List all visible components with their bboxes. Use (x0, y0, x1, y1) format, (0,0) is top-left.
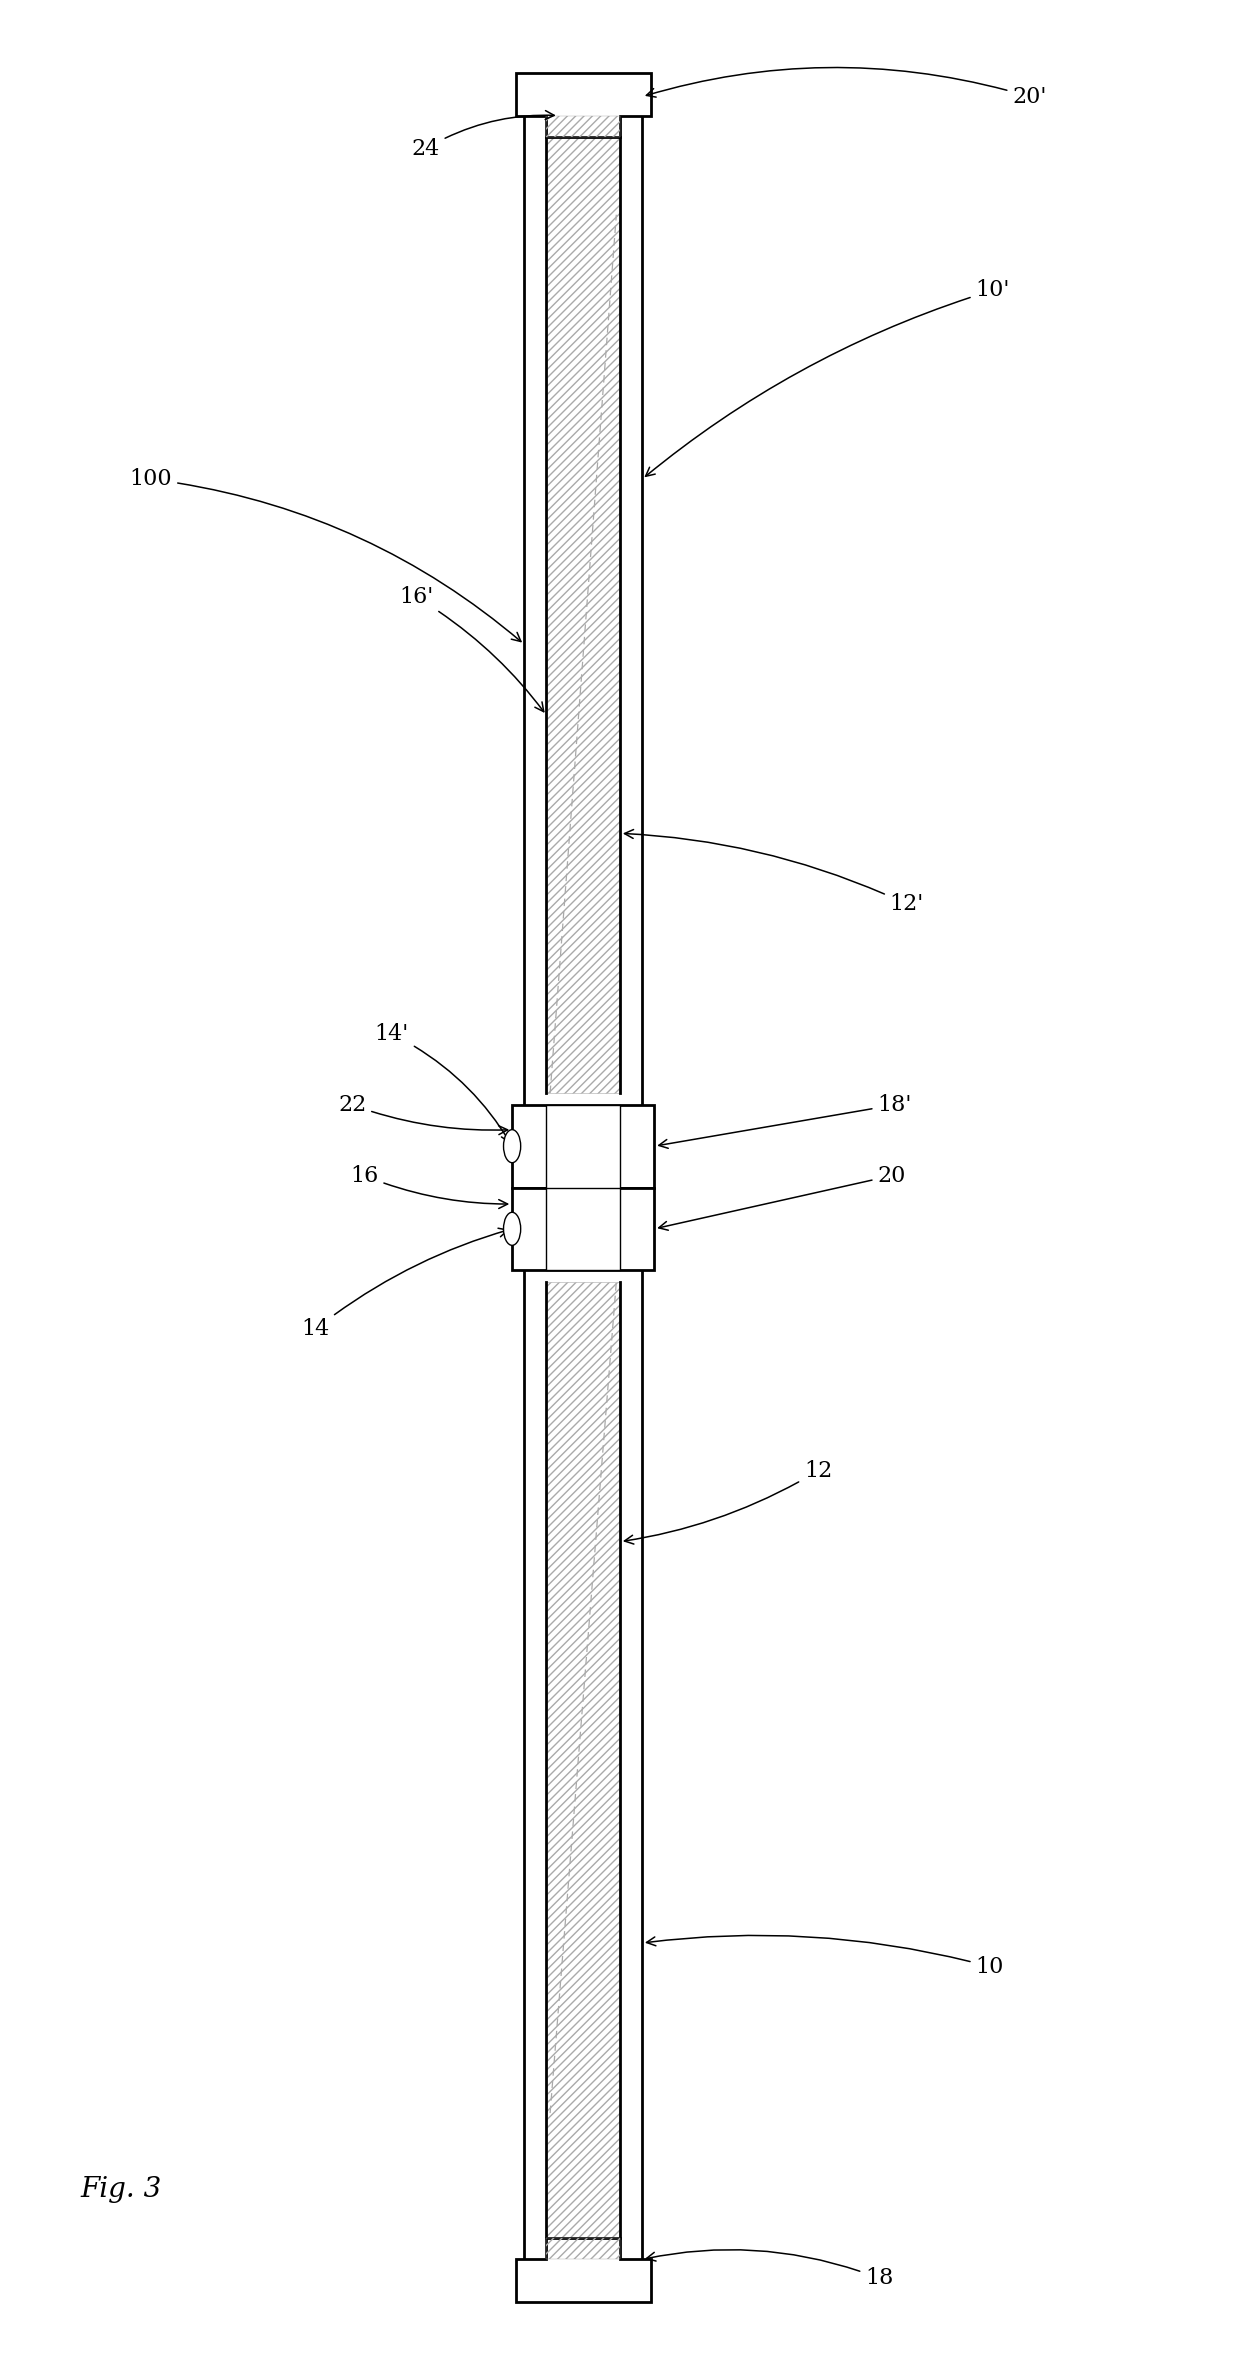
Text: Fig. 3: Fig. 3 (81, 2176, 161, 2202)
Bar (547, 138, 620, 1092)
Text: 14': 14' (374, 1024, 510, 1142)
Text: 20: 20 (658, 1164, 906, 1230)
Text: 12: 12 (625, 1461, 832, 1544)
Text: 100: 100 (129, 468, 521, 641)
Text: 20': 20' (646, 66, 1047, 107)
Circle shape (503, 1130, 521, 1164)
Text: 24: 24 (412, 112, 554, 159)
Text: 12': 12' (625, 829, 924, 914)
Bar (512, 1188, 655, 1271)
Polygon shape (516, 74, 651, 138)
Text: 16: 16 (350, 1164, 507, 1209)
Text: 14: 14 (301, 1228, 508, 1339)
Circle shape (503, 1211, 521, 1244)
Text: 22: 22 (339, 1095, 507, 1135)
Text: 18': 18' (658, 1095, 911, 1147)
Text: 10': 10' (646, 280, 1011, 477)
Bar (547, 1104, 620, 1271)
Polygon shape (516, 2237, 651, 2301)
Text: 18: 18 (646, 2249, 894, 2290)
Bar (547, 1282, 620, 2237)
Text: 16': 16' (399, 587, 544, 712)
Bar (512, 1104, 655, 1188)
Text: 10: 10 (646, 1936, 1004, 1978)
